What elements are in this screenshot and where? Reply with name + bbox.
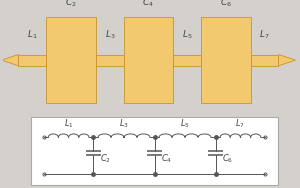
Bar xyxy=(46,17,96,103)
Polygon shape xyxy=(2,55,19,66)
Bar xyxy=(173,55,201,66)
Text: $L_{3}$: $L_{3}$ xyxy=(104,29,115,41)
Bar xyxy=(250,55,278,66)
Text: $C_{2}$: $C_{2}$ xyxy=(65,0,77,9)
Bar xyxy=(96,55,124,66)
Text: $C_{4}$: $C_{4}$ xyxy=(142,0,154,9)
Text: $L_5$: $L_5$ xyxy=(180,118,190,130)
Text: $L_3$: $L_3$ xyxy=(119,118,129,130)
Text: $L_{1}$: $L_{1}$ xyxy=(27,29,38,41)
Bar xyxy=(124,17,173,103)
Text: $L_{5}$: $L_{5}$ xyxy=(182,29,192,41)
Bar xyxy=(19,55,46,66)
Text: $L_1$: $L_1$ xyxy=(64,118,74,130)
FancyBboxPatch shape xyxy=(31,118,278,185)
Text: $L_{7}$: $L_{7}$ xyxy=(259,29,270,41)
Text: $L_7$: $L_7$ xyxy=(236,118,245,130)
Text: $C_6$: $C_6$ xyxy=(222,153,233,165)
Text: $C_{6}$: $C_{6}$ xyxy=(220,0,232,9)
Text: $C_4$: $C_4$ xyxy=(161,153,172,165)
Text: $C_2$: $C_2$ xyxy=(100,153,111,165)
Bar xyxy=(201,17,250,103)
Polygon shape xyxy=(278,55,296,66)
